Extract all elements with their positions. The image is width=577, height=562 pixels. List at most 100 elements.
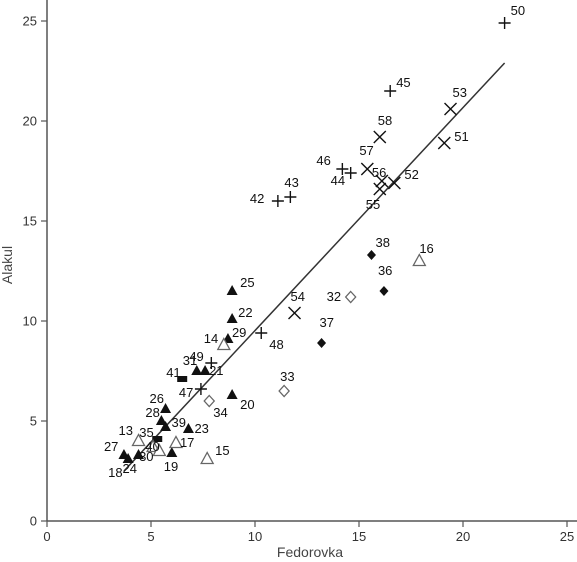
filled-triangle-marker [166,447,178,457]
y-axis-title: Alakul [0,246,15,284]
plus-marker [344,167,357,179]
y-tick-label: 15 [23,214,37,229]
x-marker [373,182,387,196]
point-label: 15 [215,443,229,458]
point-label: 42 [250,191,264,206]
hollow-diamond-marker [278,384,290,398]
filled-triangle-marker [191,365,203,375]
plus-marker [284,191,297,203]
filled-rect-marker [177,376,188,382]
point-label: 52 [404,167,418,182]
plus-marker [271,195,284,207]
hollow-triangle-marker [200,451,215,465]
data-markers [118,17,511,465]
point-label: 55 [366,197,380,212]
point-label: 43 [284,175,298,190]
point-label: 37 [320,315,334,330]
x-axis-title: Fedorovka [277,544,343,560]
point-label: 57 [359,143,373,158]
x-marker [360,162,374,176]
point-label: 54 [291,289,305,304]
point-label: 56 [372,165,386,180]
filled-triangle-marker [226,285,238,295]
axes [46,0,577,522]
point-label: 36 [378,263,392,278]
point-label: 24 [123,461,137,476]
filled-triangle-marker [160,421,172,431]
plus-marker [205,357,218,369]
point-label: 48 [269,337,283,352]
hollow-triangle-marker [168,435,184,449]
filled-triangle-marker [155,415,167,425]
filled-triangle-marker [122,453,134,463]
point-label: 29 [232,325,246,340]
point-label: 46 [316,153,330,168]
filled-triangle-marker [133,449,145,459]
point-label: 32 [327,289,341,304]
point-label: 19 [164,459,178,474]
x-tick-label: 5 [147,529,154,544]
plus-marker [194,383,207,395]
filled-triangle-marker [226,389,238,399]
point-label: 16 [419,241,433,256]
point-label: 14 [204,331,218,346]
filled-diamond-marker [379,286,389,296]
point-label: 31 [183,353,197,368]
hollow-diamond-marker [203,394,216,408]
point-label: 40 [145,439,159,454]
point-label: 23 [194,421,208,436]
point-label: 20 [240,397,254,412]
filled-triangle-marker [160,403,172,413]
x-tick-label: 15 [352,529,366,544]
x-tick-label: 0 [43,529,50,544]
point-label: 22 [238,305,252,320]
point-label: 51 [454,129,468,144]
x-marker [375,174,389,188]
x-marker [437,136,451,150]
point-label: 39 [172,415,186,430]
y-tick-label: 20 [23,114,37,129]
filled-rect-marker [152,436,163,442]
point-label: 18 [108,465,122,480]
point-label: 27 [104,439,118,454]
hollow-triangle-marker [152,443,167,457]
point-label: 30 [139,449,153,464]
point-label: 44 [331,173,345,188]
y-tick-label: 0 [30,514,37,529]
y-tick-label: 5 [30,414,37,429]
x-marker [288,306,302,320]
filled-triangle-marker [199,365,211,375]
point-label: 35 [139,425,153,440]
point-label: 38 [375,235,389,250]
point-label: 34 [213,405,227,420]
x-marker [373,130,387,144]
point-label: 28 [145,405,159,420]
point-label: 41 [166,365,180,380]
hollow-triangle-marker [412,253,427,267]
filled-triangle-marker [182,423,194,433]
point-label: 33 [280,369,294,384]
x-tick-label: 10 [248,529,262,544]
x-marker [444,102,458,116]
x-marker [387,176,401,190]
point-label: 17 [180,435,194,450]
plus-marker [255,327,268,339]
filled-diamond-marker [366,250,376,260]
filled-diamond-marker [317,338,327,348]
point-label: 25 [240,275,254,290]
hollow-triangle-marker [145,439,161,453]
axis-ticks: 0 5 10 15 20 25 0 5 10 15 20 25 [23,14,575,545]
point-label: 21 [209,363,223,378]
trend-line [123,62,506,472]
x-tick-label: 20 [456,529,470,544]
filled-triangle-marker [226,313,238,323]
point-label: 53 [453,85,467,100]
trend-line-group [123,62,506,472]
plus-marker [336,163,349,175]
hollow-diamond-marker [344,290,357,304]
point-label: 13 [119,423,133,438]
point-label: 45 [396,75,410,90]
plus-marker [384,85,397,97]
